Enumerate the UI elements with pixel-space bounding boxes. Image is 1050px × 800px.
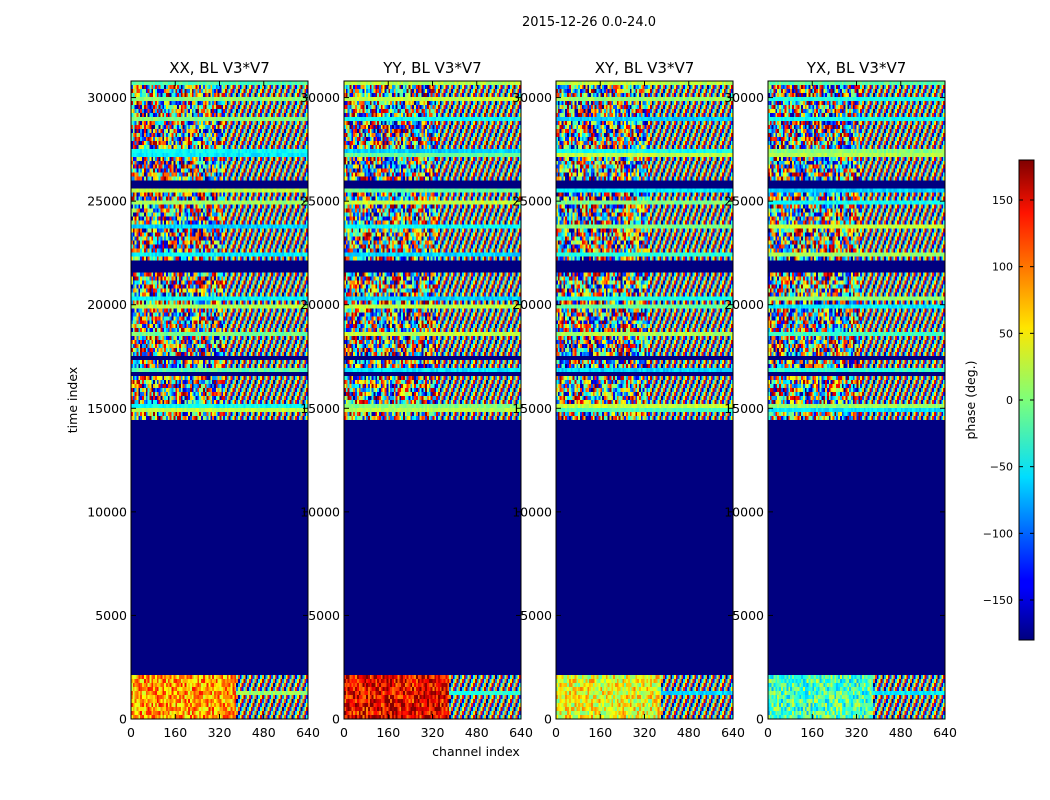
x-tick-label: 640 xyxy=(296,725,320,740)
y-tick-label: 30000 xyxy=(512,90,552,105)
y-tick-label: 5000 xyxy=(95,608,127,623)
colorbar: 150 100 50 0 −50 −100 −150 xyxy=(983,159,1035,641)
colorbar-label: phase (deg.) xyxy=(963,361,978,440)
y-axis-label: time index xyxy=(65,367,80,433)
y-tick-label: 30000 xyxy=(300,90,340,105)
heatmap-image xyxy=(556,81,733,719)
colorbar-tick-label: 50 xyxy=(999,327,1013,340)
heatmap-panel: XY, BL V3*V7 0 160 320 480 640 0 5000 10000 15000… xyxy=(512,59,745,740)
x-axis-label: channel index xyxy=(432,744,520,759)
y-tick-label: 20000 xyxy=(300,297,340,312)
panel-title: YY, BL V3*V7 xyxy=(382,59,481,77)
y-tick-label: 25000 xyxy=(724,194,764,209)
x-tick-label: 160 xyxy=(163,725,187,740)
x-tick-label: 0 xyxy=(552,725,560,740)
colorbar-tick-label: 100 xyxy=(992,261,1013,274)
y-tick-label: 10000 xyxy=(724,504,764,519)
y-tick-label: 20000 xyxy=(87,297,127,312)
panel-title: XX, BL V3*V7 xyxy=(169,59,270,77)
y-tick-label: 0 xyxy=(332,712,340,727)
y-tick-label: 0 xyxy=(119,712,127,727)
colorbar-tick-label: −50 xyxy=(990,461,1013,474)
x-tick-label: 160 xyxy=(588,725,612,740)
y-tick-label: 20000 xyxy=(724,297,764,312)
y-tick-label: 30000 xyxy=(87,90,127,105)
x-tick-label: 640 xyxy=(933,725,957,740)
x-tick-label: 480 xyxy=(889,725,913,740)
heatmap-image xyxy=(131,81,308,719)
heatmap-panel: XX, BL V3*V7 0 160 320 480 640 0 5000 10000 15000… xyxy=(87,59,320,740)
panel-title: YX, BL V3*V7 xyxy=(806,59,907,77)
heatmap-panel: YX, BL V3*V7 0 160 320 480 640 0 5000 10000 15000… xyxy=(724,59,957,740)
y-tick-label: 5000 xyxy=(732,608,764,623)
x-tick-label: 320 xyxy=(633,725,657,740)
colorbar-tick-label: 150 xyxy=(992,194,1013,207)
y-tick-label: 25000 xyxy=(512,194,552,209)
y-tick-label: 5000 xyxy=(308,608,340,623)
panel-title: XY, BL V3*V7 xyxy=(595,59,695,77)
y-tick-label: 5000 xyxy=(520,608,552,623)
colorbar-tick-label: −100 xyxy=(983,527,1013,540)
heatmap-image xyxy=(768,81,945,719)
x-tick-label: 0 xyxy=(764,725,772,740)
y-tick-label: 15000 xyxy=(724,401,764,416)
heatmap-image xyxy=(344,81,521,719)
y-tick-label: 10000 xyxy=(300,504,340,519)
y-tick-label: 15000 xyxy=(512,401,552,416)
x-tick-label: 480 xyxy=(252,725,276,740)
heatmap-panel: YY, BL V3*V7 0 160 320 480 640 0 5000 10000 15000… xyxy=(300,59,533,740)
y-tick-label: 25000 xyxy=(300,194,340,209)
y-tick-label: 0 xyxy=(544,712,552,727)
y-tick-label: 10000 xyxy=(87,504,127,519)
x-tick-label: 160 xyxy=(800,725,824,740)
x-tick-label: 320 xyxy=(845,725,869,740)
figure-suptitle: 2015-12-26 0.0-24.0 xyxy=(522,15,656,30)
x-tick-label: 0 xyxy=(340,725,348,740)
x-tick-label: 320 xyxy=(421,725,445,740)
colorbar-tick-label: 0 xyxy=(1006,394,1013,407)
x-tick-label: 160 xyxy=(376,725,400,740)
colorbar-tick-label: −150 xyxy=(983,594,1013,607)
y-tick-label: 15000 xyxy=(87,401,127,416)
y-tick-label: 30000 xyxy=(724,90,764,105)
y-tick-label: 10000 xyxy=(512,504,552,519)
y-tick-label: 25000 xyxy=(87,194,127,209)
x-tick-label: 320 xyxy=(208,725,232,740)
x-tick-label: 480 xyxy=(465,725,489,740)
y-tick-label: 20000 xyxy=(512,297,552,312)
heatmap-panels: XX, BL V3*V7 0 160 320 480 640 0 5000 10000 15000… xyxy=(87,59,957,740)
x-tick-label: 640 xyxy=(509,725,533,740)
y-tick-label: 15000 xyxy=(300,401,340,416)
y-tick-label: 0 xyxy=(756,712,764,727)
x-tick-label: 0 xyxy=(127,725,135,740)
x-tick-label: 640 xyxy=(721,725,745,740)
x-tick-label: 480 xyxy=(677,725,701,740)
